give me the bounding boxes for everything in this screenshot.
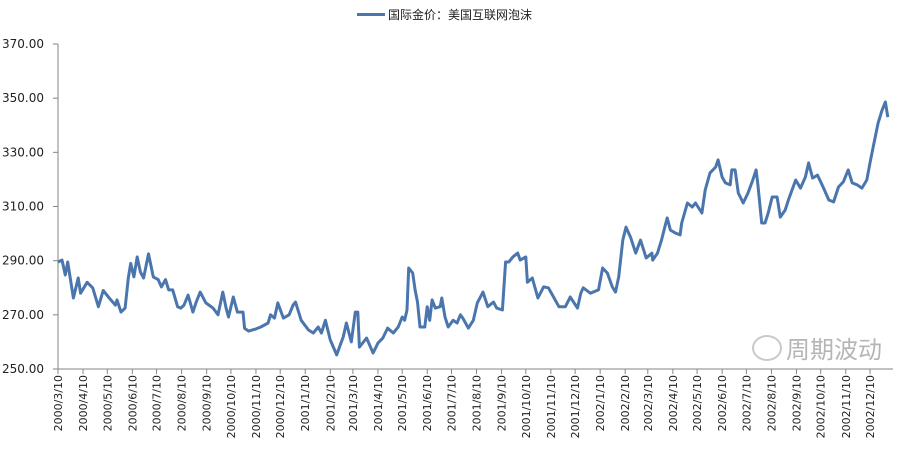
x-tick-label: 2001/3/10 [347, 375, 360, 431]
x-tick-label: 2001/8/10 [471, 375, 484, 431]
x-tick-label: 2001/9/10 [496, 375, 509, 431]
x-tick-label: 2001/6/10 [421, 375, 434, 431]
y-tick-label: 370.00 [2, 37, 44, 51]
x-tick-label: 2000/5/10 [101, 375, 114, 431]
x-tick-label: 2001/5/10 [396, 375, 409, 431]
x-tick-label: 2001/11/10 [545, 375, 558, 438]
x-tick-label: 2000/8/10 [176, 375, 189, 431]
y-tick-label: 270.00 [2, 308, 44, 322]
x-tick-label: 2002/11/10 [840, 375, 853, 438]
legend-swatch [357, 13, 385, 16]
x-tick-label: 2001/10/10 [520, 375, 533, 438]
x-tick-label: 2001/7/10 [445, 375, 458, 431]
x-tick-label: 2000/3/10 [52, 375, 65, 431]
x-tick-label: 2002/8/10 [765, 375, 778, 431]
x-tick-label: 2002/10/10 [815, 375, 828, 438]
x-tick-label: 2002/3/10 [642, 375, 655, 431]
x-tick-label: 2002/9/10 [790, 375, 803, 431]
y-tick-label: 250.00 [2, 362, 44, 376]
x-tick-label: 2001/12/10 [569, 375, 582, 438]
y-tick-label: 290.00 [2, 254, 44, 268]
x-tick-label: 2000/9/10 [201, 375, 214, 431]
x-tick-label: 2002/2/10 [619, 375, 632, 431]
x-tick-label: 2001/2/10 [324, 375, 337, 431]
x-tick-label: 2000/12/10 [274, 375, 287, 438]
x-tick-label: 2002/7/10 [740, 375, 753, 431]
y-tick-label: 350.00 [2, 91, 44, 105]
watermark: 周期波动 [752, 330, 882, 365]
x-tick-label: 2000/6/10 [126, 375, 139, 431]
legend: 国际金价：美国互联网泡沫 [357, 6, 532, 23]
legend-label: 国际金价：美国互联网泡沫 [388, 8, 533, 22]
x-tick-label: 2002/4/10 [667, 375, 680, 431]
x-tick-label: 2000/10/10 [225, 375, 238, 438]
watermark-text: 周期波动 [786, 336, 882, 364]
x-tick-label: 2001/4/10 [372, 375, 385, 431]
x-tick-label: 2002/5/10 [691, 375, 704, 431]
wechat-logo-icon [752, 334, 782, 361]
x-tick-label: 2000/11/10 [250, 375, 263, 438]
x-tick-label: 2002/1/10 [594, 375, 607, 431]
x-tick-label: 2002/12/10 [864, 375, 877, 438]
x-tick-label: 2000/4/10 [77, 375, 90, 431]
x-tick-label: 2001/1/10 [299, 375, 312, 431]
y-tick-label: 310.00 [2, 200, 44, 214]
x-tick-label: 2002/6/10 [716, 375, 729, 431]
x-tick-label: 2000/7/10 [151, 375, 164, 431]
series-line-gold-price [57, 100, 890, 357]
y-tick-label: 330.00 [2, 145, 44, 159]
